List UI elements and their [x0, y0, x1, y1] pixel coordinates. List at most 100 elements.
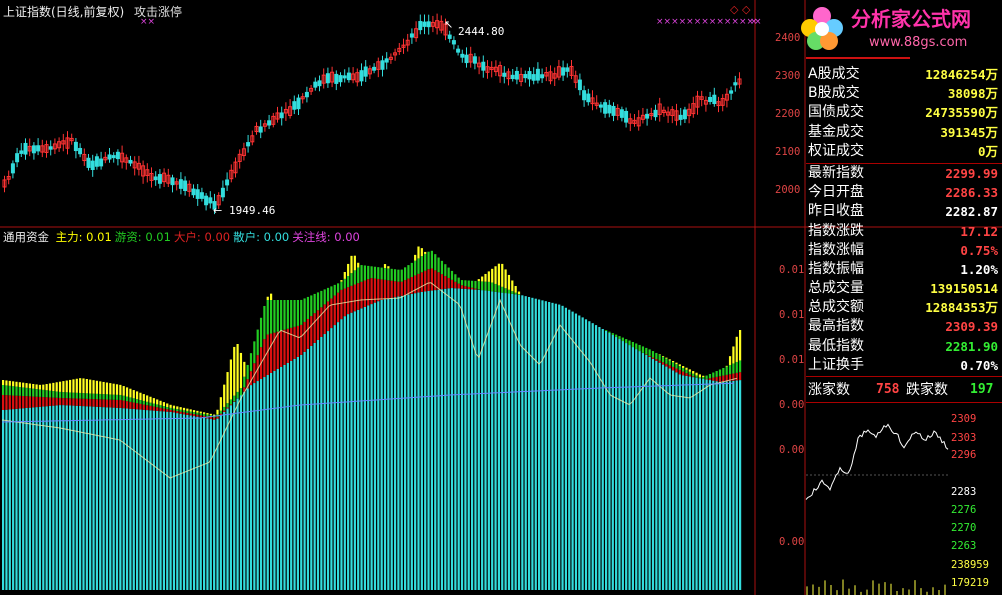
retail-bar [149, 410, 152, 590]
large-holder-bar [115, 399, 119, 408]
candle-body [405, 39, 410, 46]
hot-money-bar [109, 394, 112, 400]
large-holder-bar [337, 292, 340, 323]
retail-bar [55, 405, 58, 590]
hot-money-bar [641, 346, 645, 353]
retail-bar [625, 343, 628, 590]
hot-money-bar [474, 280, 477, 289]
main-force-bar [347, 263, 350, 277]
large-holder-bar [474, 288, 477, 290]
large-holder-bar [383, 279, 387, 300]
hot-money-bar [501, 286, 504, 293]
hot-money-bar [42, 389, 45, 398]
retail-bar [705, 379, 708, 590]
hot-money-bar [176, 409, 179, 412]
large-holder-bar [162, 408, 165, 412]
large-holder-bar [99, 399, 102, 407]
fund-flow-bars[interactable] [1, 246, 742, 591]
mini-axis-label: 238959 [951, 559, 989, 571]
candle-body [695, 95, 700, 108]
candle-body [233, 161, 238, 174]
retail-bar [259, 379, 263, 590]
hot-money-bar [628, 340, 631, 346]
retail-bar [115, 407, 119, 590]
main-force-bar [732, 346, 735, 364]
hot-money-bar [169, 407, 172, 410]
candle-body [334, 73, 339, 84]
hot-money-bar [199, 413, 202, 416]
main-force-bar [350, 255, 353, 274]
stat-value: 0万 [977, 143, 998, 159]
candle-body [36, 145, 41, 152]
retail-bar [631, 347, 634, 590]
retail-bar [685, 375, 688, 590]
main-force-bar [136, 391, 139, 400]
large-holder-bar [105, 399, 109, 408]
hot-money-bar [615, 334, 618, 338]
hot-money-bar [15, 386, 18, 396]
large-holder-bar [176, 411, 179, 414]
main-force-bar [182, 407, 186, 411]
hot-money-bar [414, 260, 417, 276]
candle-body [330, 71, 335, 83]
hot-money-bar [5, 385, 8, 396]
hot-money-bar [12, 386, 15, 396]
stat-label: 上证换手 [808, 356, 864, 373]
retail-bar [125, 408, 129, 590]
retail-bar [109, 407, 112, 590]
candle-body [136, 162, 141, 170]
hot-money-bar [32, 388, 35, 397]
hot-money-bar [464, 280, 467, 287]
stat-label: 总成交额 [808, 299, 864, 316]
candle-body [359, 70, 364, 82]
candle-body [645, 113, 650, 119]
hot-money-bar [326, 287, 330, 302]
candle-body [498, 65, 503, 77]
large-holder-bar [109, 399, 112, 408]
retail-bar [357, 309, 360, 590]
large-holder-bar [196, 414, 199, 417]
large-holder-bar [397, 281, 400, 297]
price-axis-label: 2000 [775, 184, 801, 196]
hot-money-bar [226, 403, 229, 408]
candle-body [615, 107, 620, 116]
svg-text:◇: ◇ [730, 3, 739, 16]
retail-bar [353, 311, 356, 590]
candle-body [153, 176, 158, 181]
retail-bar [588, 321, 591, 590]
up-count-label: 涨家数 [808, 382, 850, 398]
candle-body [720, 97, 725, 106]
retail-bar [605, 331, 608, 590]
hot-money-bar [119, 394, 122, 400]
hot-money-bar [605, 330, 608, 331]
candle-body [170, 177, 175, 186]
retail-bar [735, 380, 738, 590]
candle-body [418, 21, 423, 31]
hot-money-bar [95, 393, 98, 400]
candle-body [132, 161, 137, 169]
price-annotations: 2444.80 ↖ 1949.46 ← [213, 18, 504, 217]
candle-body [561, 67, 566, 76]
candle-body [426, 21, 431, 28]
retail-bar [407, 294, 410, 590]
hot-money-bar [313, 293, 316, 314]
candle-body [19, 150, 24, 154]
candle-body [292, 101, 297, 110]
retail-bar [688, 376, 691, 590]
intraday-mini-chart[interactable] [805, 423, 949, 595]
candle-body [267, 120, 272, 126]
signal-markers: ×× ×××××××××××××× ◇ ◇ × [140, 3, 762, 27]
main-force-bar [172, 405, 176, 409]
candle-body [624, 110, 629, 123]
hot-money-bar [166, 406, 169, 410]
main-force-bar [266, 296, 269, 300]
hot-money-bar [219, 410, 222, 414]
candle-body [82, 153, 87, 162]
large-holder-bar [457, 283, 460, 289]
retail-bar [337, 322, 340, 590]
candlestick-series[interactable] [2, 13, 742, 215]
candle-body [649, 113, 654, 117]
large-holder-bar [122, 400, 125, 409]
large-holder-bar [377, 278, 380, 302]
